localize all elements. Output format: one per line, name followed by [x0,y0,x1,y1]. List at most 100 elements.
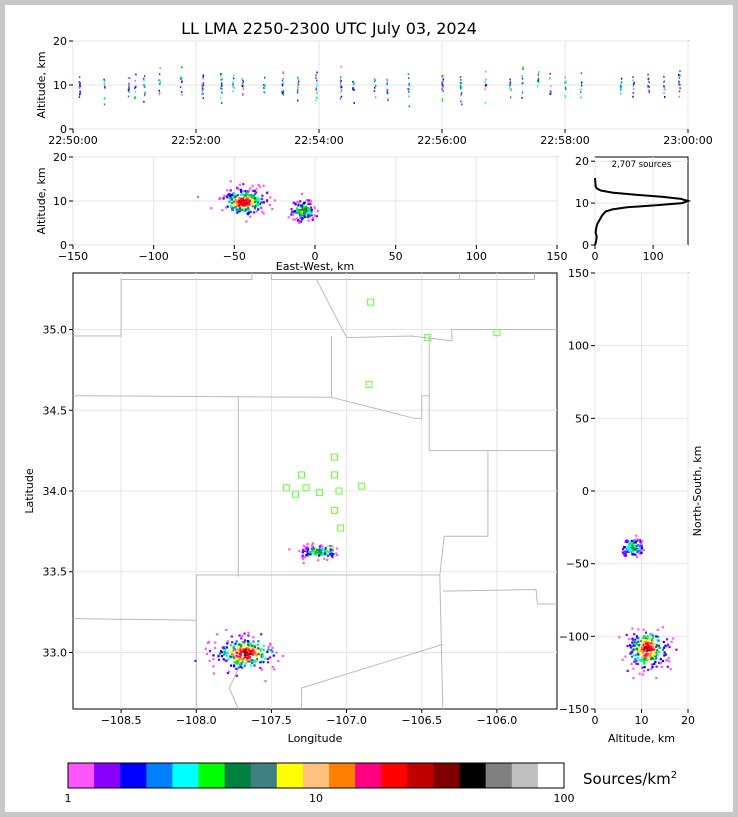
north-south-source [645,642,648,645]
north-south-source [628,544,632,547]
time-height-source [373,90,376,93]
north-south-source [640,543,643,546]
time-height-source [221,78,223,81]
north-south-source [642,636,645,639]
plan-view-source [320,547,323,550]
plan-view-source [244,658,247,661]
east-west-source [238,210,241,213]
east-west-source [308,210,311,214]
time-height-source [484,102,487,104]
north-south-source [668,645,671,649]
east-west-source [231,201,234,204]
east-west-source [244,202,247,205]
east-west-source [231,208,234,212]
plan-view-source [326,558,329,561]
north-south-source [626,540,630,543]
east-west-source [261,194,264,197]
east-west-source [252,194,255,197]
plan-view-source [329,550,332,553]
east-west-source [302,214,305,217]
time-height-source [537,73,540,76]
plan-view-source [281,654,284,657]
east-west-ytick-label: 20 [53,151,67,164]
plan-view-source [245,659,248,662]
plan-view-source [194,659,197,662]
time-height-source [459,85,462,87]
east-west-source [246,198,249,201]
plan-view-source [253,661,256,664]
east-west-source [245,206,248,209]
north-south-source [634,553,637,556]
time-height-source [460,83,462,86]
time-height-source [386,89,388,92]
plan-view-source [269,656,272,659]
east-west-source [235,202,238,205]
plan-view-source [222,646,226,649]
north-south-source [640,546,644,550]
time-height-source [509,82,512,85]
time-height-source [565,81,567,84]
plan-view-source [253,652,256,655]
east-west-source [297,210,300,213]
time-height-source [484,81,486,84]
plan-view-source [319,552,322,555]
plan-view-source [232,646,235,649]
north-south-source [641,673,644,676]
time-height-source [201,90,203,93]
station-markers [282,298,501,553]
east-west-source [310,200,313,203]
time-height-source [662,81,665,84]
north-south-source [632,638,635,641]
north-south-source [633,654,636,657]
east-west-source [292,218,295,221]
north-south-source [659,662,662,665]
north-south-source [661,648,664,651]
east-west-ylabel: Altitude, km [35,167,48,234]
time-height-source [386,90,388,93]
plan-view-source [262,661,265,664]
plan-view-ticks: −108.5 −108.0 −107.5 −107.0 −106.5 −106.0 33.0… [43,324,518,727]
time-height-source [633,87,635,90]
station-marker [335,487,343,495]
county-border [331,336,430,419]
east-west-source [234,198,237,201]
time-height-source [128,86,130,89]
plan-view-source [311,542,314,545]
north-south-source [652,637,655,640]
north-south-source [637,640,640,643]
time-height-source [104,80,106,83]
plan-view-source [311,543,314,546]
time-height-source [620,81,623,84]
time-height-source [339,82,342,85]
north-south-source [633,543,636,546]
plan-view-source [321,551,324,554]
north-south-source [655,676,658,680]
time-height-source [143,77,145,80]
time-height-source [386,83,388,86]
east-west-source [290,208,293,211]
plan-view-source [250,646,253,649]
east-west-source [254,205,257,209]
north-south-source [628,542,631,546]
plan-view-source [247,655,250,658]
plan-view-xtick-label: −108.5 [101,714,142,727]
east-west-source [255,191,258,194]
plan-view-source [264,680,267,683]
plan-view-source [244,648,248,651]
time-height-source [352,87,354,89]
plan-view-source [275,651,278,654]
east-west-source [241,198,244,201]
altitude-histogram-xtick-label: 100 [643,250,664,263]
plan-view-ytick-label: 33.0 [43,646,68,659]
east-west-source [305,205,308,208]
time-height-source [537,78,539,81]
east-west-source [247,189,251,192]
east-west-source [296,207,299,210]
plan-view-source [336,554,339,557]
east-west-source [273,199,276,202]
time-height-source [233,74,235,77]
time-height-source [316,79,318,82]
time-height-source [460,88,462,90]
plan-view-source [214,641,217,644]
